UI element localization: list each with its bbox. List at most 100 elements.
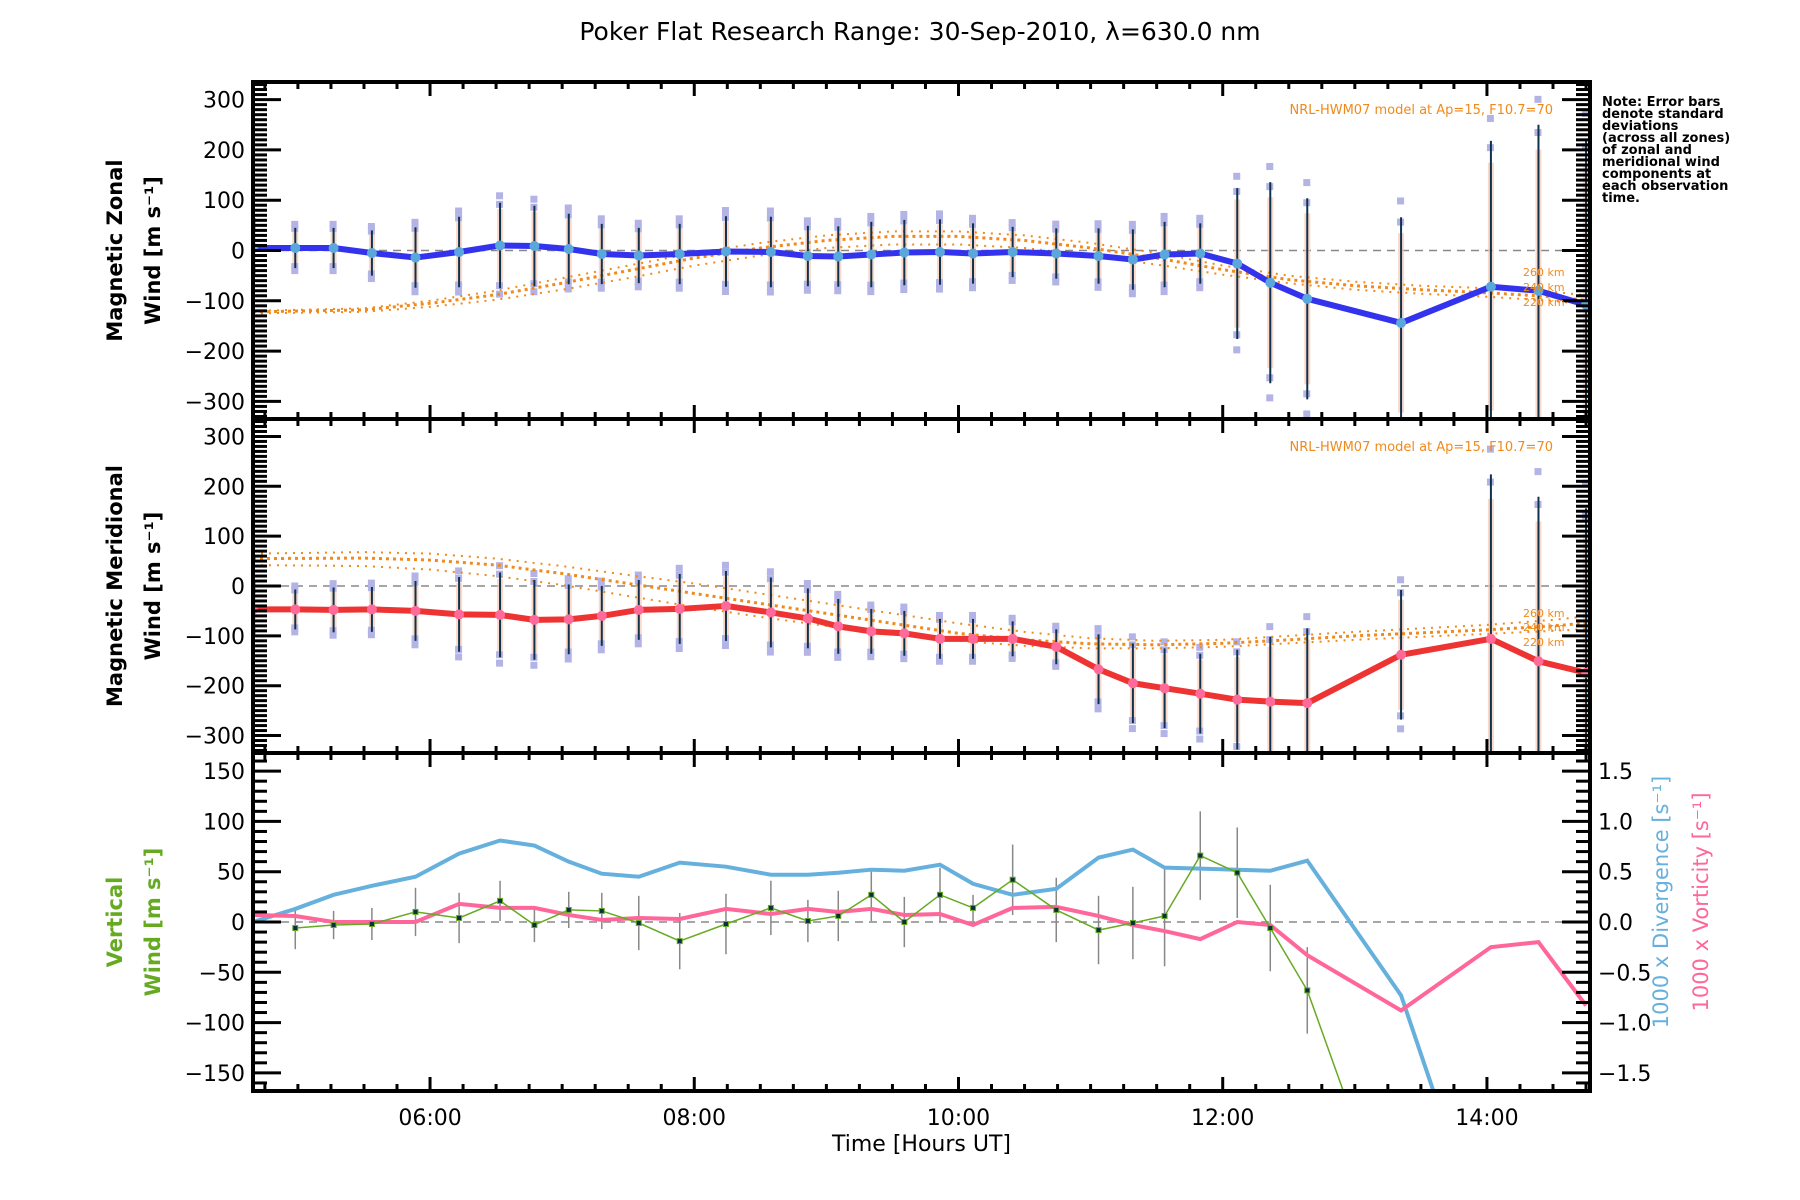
y-axis-label: Vertical <box>103 877 127 968</box>
note-line: denote standard <box>1602 107 1724 122</box>
vertical-wind-point <box>1129 920 1136 927</box>
vertical-wind-point <box>456 914 463 921</box>
vertical-wind-point <box>1234 869 1241 876</box>
model-altitude-label: 240 km <box>1523 621 1565 634</box>
zone-scatter-point <box>1534 95 1542 103</box>
vertical-wind-point <box>1304 987 1311 994</box>
vertical-wind-point <box>936 891 943 898</box>
x-axis-label: Time [Hours UT] <box>831 1132 1011 1157</box>
data-point <box>410 252 421 263</box>
zone-scatter-point <box>1160 638 1168 646</box>
zone-scatter-point <box>411 288 419 296</box>
note-line: deviations <box>1602 119 1679 134</box>
zone-scatter-point <box>969 611 977 619</box>
zone-scatter-point <box>1266 163 1274 171</box>
data-point <box>1396 317 1407 328</box>
vertical-wind-point <box>565 906 572 913</box>
vertical-wind-point <box>868 891 875 898</box>
data-point <box>1051 641 1062 652</box>
data-point <box>1159 249 1170 260</box>
zone-scatter-point <box>900 286 908 294</box>
zone-scatter-point <box>1486 445 1494 453</box>
zone-scatter-point <box>1094 625 1102 633</box>
note-line: time. <box>1602 191 1640 206</box>
model-label: NRL-HWM07 model at Ap=15, F10.7=70 <box>1290 103 1554 118</box>
vertical-wind-point <box>835 912 842 919</box>
zone-scatter-point <box>564 285 572 293</box>
y-tick-label: −200 <box>185 340 245 365</box>
vertical-wind-point <box>804 917 811 924</box>
vertical-wind-point <box>497 897 504 904</box>
model-altitude-label: 240 km <box>1523 281 1565 294</box>
data-point <box>833 251 844 262</box>
zonal-wind-line <box>253 242 1587 326</box>
zone-scatter-point <box>597 284 605 292</box>
zonal-wind-panel: 300 200 100 0 −100 −200 −300 Magnetic Zonal Wind… <box>103 80 1592 421</box>
zone-scatter-point <box>1582 479 1590 487</box>
zone-scatter-point <box>675 284 683 292</box>
zone-scatter-point <box>1128 633 1136 641</box>
zone-scatter-point <box>721 561 729 569</box>
y2-tick-label: 0.5 <box>1598 861 1633 886</box>
vertical-wind-line <box>295 854 1345 1091</box>
zone-scatter-point <box>329 220 337 228</box>
zone-scatter-point <box>597 646 605 654</box>
vertical-wind-point <box>1197 852 1204 859</box>
zone-scatter-point <box>1397 725 1405 733</box>
data-point <box>1195 248 1206 259</box>
data-point <box>454 247 465 258</box>
data-point <box>529 614 540 625</box>
zone-scatter-point <box>1233 346 1241 354</box>
data-point <box>674 249 685 260</box>
data-point <box>328 604 339 615</box>
zone-scatter-point <box>1160 212 1168 220</box>
zone-scatter-point <box>1094 220 1102 228</box>
zone-scatter-point <box>675 564 683 572</box>
data-point <box>1007 633 1018 644</box>
zone-scatter-point <box>634 640 642 648</box>
data-point <box>1265 696 1276 707</box>
y-tick-label: 150 <box>203 760 245 785</box>
data-point <box>1159 683 1170 694</box>
y-tick-label: 300 <box>203 425 245 450</box>
data-point <box>366 604 377 615</box>
data-point <box>866 626 877 637</box>
note-line: components at <box>1602 167 1711 182</box>
data-point <box>1051 248 1062 259</box>
data-point <box>563 243 574 254</box>
data-point <box>410 605 421 616</box>
chart-title: Poker Flat Research Range: 30-Sep-2010, … <box>579 17 1260 46</box>
zone-scatter-point <box>1008 276 1016 284</box>
divergence-line <box>253 838 1436 1091</box>
data-point <box>899 628 910 639</box>
zone-scatter-point <box>1196 214 1204 222</box>
zone-scatter-point <box>766 648 774 656</box>
zone-scatter-point <box>834 590 842 598</box>
divergence-axis-label: 1000 x Divergence [s⁻¹] <box>1649 776 1673 1028</box>
vertical-wind-point <box>330 922 337 929</box>
y-tick-label: 100 <box>203 810 245 835</box>
vertical-wind-point <box>1161 912 1168 919</box>
data-point <box>1533 285 1544 296</box>
zone-scatter-point <box>496 659 504 667</box>
y-tick-label: −100 <box>185 625 245 650</box>
data-point <box>1007 247 1018 258</box>
data-point <box>720 600 731 611</box>
zone-scatter-point <box>1303 179 1311 187</box>
y2-tick-label: 1.5 <box>1598 760 1633 785</box>
y-tick-label: 200 <box>203 139 245 164</box>
model-altitude-label: 220 km <box>1523 636 1565 649</box>
note-line: Note: Error bars <box>1602 95 1721 110</box>
zone-scatter-point <box>291 628 299 636</box>
data-point <box>1093 664 1104 675</box>
zone-scatter-point <box>597 215 605 223</box>
vertical-wind-point <box>676 938 683 945</box>
zone-scatter-point <box>1303 410 1311 418</box>
note-line: meridional wind <box>1602 155 1720 170</box>
zone-scatter-point <box>564 655 572 663</box>
zone-scatter-point <box>455 653 463 661</box>
model-altitude-label: 260 km <box>1523 607 1565 620</box>
zone-scatter-point <box>867 653 875 661</box>
vertical-wind-point <box>767 904 774 911</box>
zone-scatter-point <box>935 657 943 665</box>
